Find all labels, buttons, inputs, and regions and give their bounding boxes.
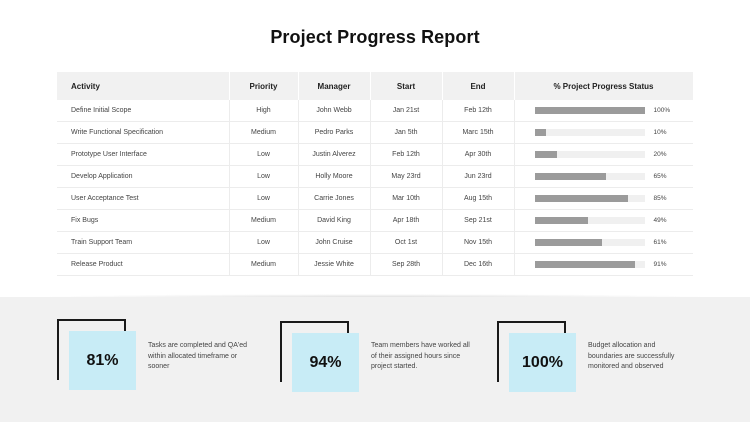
cell-start: Jan 5th <box>370 121 443 144</box>
progress-percent: 91% <box>653 261 667 268</box>
cell-priority: Medium <box>229 209 299 232</box>
cell-end: Nov 15th <box>442 231 515 254</box>
cell-end: Apr 30th <box>442 143 515 166</box>
cell-progress: 85% <box>514 187 693 210</box>
progress-bar-track <box>534 107 645 114</box>
cell-priority: Low <box>229 187 299 210</box>
cell-manager: Carrie Jones <box>298 187 371 210</box>
table-row: Define Initial Scope High John Webb Jan 21s… <box>57 100 693 122</box>
cell-manager: John Cruise <box>298 231 371 254</box>
progress-bar-fill <box>534 151 557 158</box>
cell-start: Feb 12th <box>370 143 443 166</box>
table-row: Prototype User Interface Low Justin Alvere… <box>57 143 693 166</box>
cell-start: Apr 18th <box>370 209 443 232</box>
progress-bar-track <box>534 217 645 224</box>
header-progress: % Project Progress Status <box>514 72 694 100</box>
progress-bar-track <box>534 261 645 268</box>
header-activity: Activity <box>57 72 230 100</box>
cell-activity: Define Initial Scope <box>57 100 230 122</box>
progress-percent: 61% <box>653 239 667 246</box>
table-row: Write Functional Specification Medium Pedr… <box>57 121 693 144</box>
progress-percent: 10% <box>653 129 667 136</box>
cell-activity: Prototype User Interface <box>57 143 230 166</box>
cell-end: Marc 15th <box>442 121 515 144</box>
cell-manager: Holly Moore <box>298 165 371 188</box>
progress-bar-track <box>534 195 645 202</box>
cell-activity: Develop Application <box>57 165 230 188</box>
progress-percent: 49% <box>653 217 667 224</box>
table-row: Develop Application Low Holly Moore May 23r… <box>57 165 693 188</box>
header-priority: Priority <box>229 72 299 100</box>
table-row: Release Product Medium Jessie White Sep 28t… <box>57 253 693 276</box>
progress-bar-fill <box>534 217 589 224</box>
cell-start: Jan 21st <box>370 100 443 122</box>
header-start: Start <box>370 72 443 100</box>
cell-priority: Low <box>229 165 299 188</box>
progress-table: Activity Priority Manager Start End % Pr… <box>57 72 694 276</box>
kpi-description: Team members have worked all of their as… <box>371 342 470 370</box>
cell-end: Feb 12th <box>442 100 515 122</box>
kpi-value: 100% <box>509 333 576 392</box>
cell-progress: 20% <box>514 143 693 166</box>
progress-bar-track <box>534 173 645 180</box>
cell-priority: High <box>229 100 299 122</box>
cell-manager: Jessie White <box>298 253 371 276</box>
kpi-value: 94% <box>292 333 359 392</box>
table-row: User Acceptance Test Low Carrie Jones Mar 1… <box>57 187 693 210</box>
cell-progress: 65% <box>514 165 693 188</box>
cell-start: Oct 1st <box>370 231 443 254</box>
cell-activity: Fix Bugs <box>57 209 230 232</box>
cell-end: Jun 23rd <box>442 165 515 188</box>
cell-progress: 91% <box>514 253 693 276</box>
kpi-description: Tasks are completed and QA'ed within all… <box>148 342 248 370</box>
page-title: Project Progress Report <box>270 27 480 47</box>
kpi-value: 81% <box>69 331 136 390</box>
progress-bar-track <box>534 151 645 158</box>
cell-activity: Train Support Team <box>57 231 230 254</box>
progress-bar-fill <box>534 129 546 136</box>
cell-manager: Justin Alverez <box>298 143 371 166</box>
progress-bar-fill <box>534 239 602 246</box>
kpi-section: 81% Tasks are completed and QA'ed within… <box>0 297 750 422</box>
table-header-row: Activity Priority Manager Start End % Pr… <box>57 72 694 100</box>
cell-manager: Pedro Parks <box>298 121 371 144</box>
cell-end: Aug 15th <box>442 187 515 210</box>
progress-bar-fill <box>534 107 645 114</box>
cell-activity: User Acceptance Test <box>57 187 230 210</box>
progress-percent: 65% <box>653 173 667 180</box>
progress-bar-track <box>534 239 645 246</box>
progress-bar-fill <box>534 261 635 268</box>
cell-manager: John Webb <box>298 100 371 122</box>
cell-start: Mar 10th <box>370 187 443 210</box>
progress-bar-track <box>534 129 645 136</box>
progress-percent: 85% <box>653 195 667 202</box>
cell-start: Sep 28th <box>370 253 443 276</box>
cell-progress: 100% <box>514 100 693 122</box>
cell-progress: 61% <box>514 231 693 254</box>
cell-activity: Release Product <box>57 253 230 276</box>
cell-end: Dec 16th <box>442 253 515 276</box>
table-row: Fix Bugs Medium David King Apr 18th Sep 21st… <box>57 209 693 232</box>
header-manager: Manager <box>298 72 371 100</box>
progress-percent: 20% <box>653 151 667 158</box>
progress-bar-fill <box>534 173 606 180</box>
cell-start: May 23rd <box>370 165 443 188</box>
header-end: End <box>442 72 515 100</box>
cell-priority: Low <box>229 143 299 166</box>
cell-priority: Low <box>229 231 299 254</box>
cell-progress: 10% <box>514 121 693 144</box>
cell-activity: Write Functional Specification <box>57 121 230 144</box>
progress-percent: 100% <box>653 107 671 114</box>
kpi-description: Budget allocation and boundaries are suc… <box>588 342 675 370</box>
cell-priority: Medium <box>229 121 299 144</box>
table-row: Train Support Team Low John Cruise Oct 1st N… <box>57 231 693 254</box>
cell-end: Sep 21st <box>442 209 515 232</box>
cell-priority: Medium <box>229 253 299 276</box>
cell-progress: 49% <box>514 209 693 232</box>
cell-manager: David King <box>298 209 371 232</box>
progress-bar-fill <box>534 195 628 202</box>
